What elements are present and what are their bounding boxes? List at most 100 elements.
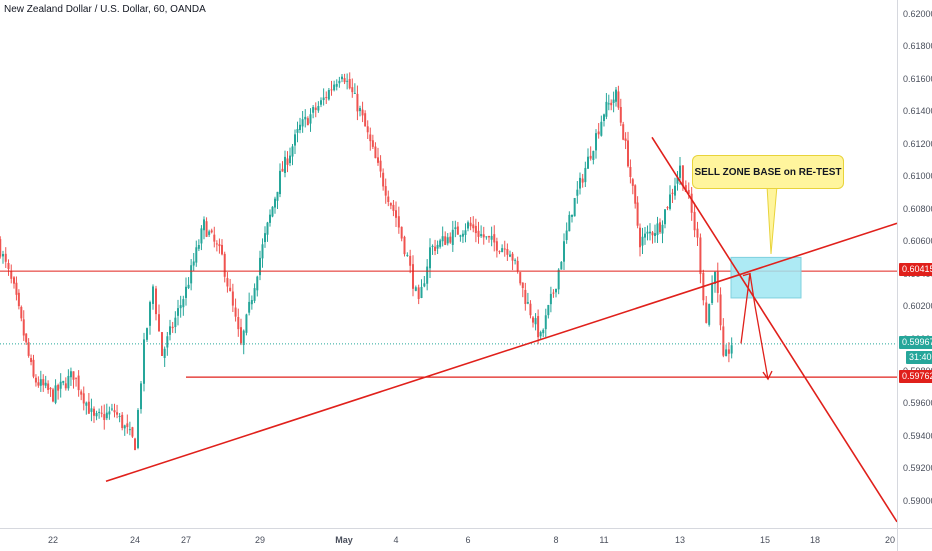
candle-body [90,408,93,412]
candle-body [366,126,369,133]
candle-body [259,257,261,276]
candle-body [131,427,134,437]
candle-body [679,165,681,178]
candle-body [456,226,459,235]
candle-body [100,412,103,414]
candle-body [565,230,568,241]
candle-body [382,172,385,187]
candle-body [242,330,245,345]
candle-body [210,230,213,233]
candle-body [454,227,457,229]
price-chart[interactable] [0,0,897,528]
candle-body [179,305,182,309]
candle-body [705,302,708,323]
candle-body [289,155,291,164]
candle-body [20,306,23,319]
candle-body [464,230,467,235]
candle-body [547,304,550,316]
resistance-trendline[interactable] [651,136,897,523]
candle-body [389,203,392,206]
candle-body [203,219,205,231]
sell-zone-rect[interactable] [730,256,802,299]
candle-body [314,107,317,110]
candle-body [271,206,274,217]
time-tick-label: 13 [674,535,686,545]
candle-body [108,411,111,415]
candle-body [77,375,80,391]
candle-body [166,336,169,348]
candle-body [649,231,651,234]
candle-body [722,326,725,356]
candle-body [449,236,452,243]
sell-zone-callout[interactable]: SELL ZONE BASE on RE-TEST [692,155,844,189]
candle-body [644,233,646,238]
candle-body [218,244,221,247]
candle-series [0,72,733,451]
candle-body [434,246,437,251]
candle-body [118,415,121,417]
chart-pane[interactable]: New Zealand Dollar / U.S. Dollar, 60, OA… [0,0,897,528]
candle-body [571,214,573,217]
support-trendline[interactable] [105,222,897,483]
candle-body [190,265,193,284]
candle-body [631,179,634,186]
candle-body [579,177,581,189]
candle-body [281,168,284,172]
candle-body [82,393,85,404]
candle-body [197,244,200,249]
candle-body [619,106,622,123]
candle-body [301,119,304,127]
candle-body [105,412,108,419]
candle-body [369,134,372,142]
candle-body [34,377,37,383]
projection-path[interactable] [740,273,769,380]
time-axis[interactable]: 22 24 27 29 May 4 6 8 11 13 15 18 20 [0,528,897,551]
candle-body [13,277,15,284]
candle-body [441,236,444,242]
candle-body [284,156,286,174]
candle-body [563,241,565,262]
candle-body [294,134,296,146]
candle-body [552,292,555,294]
candle-body [451,229,454,245]
candle-body [351,87,354,93]
candle-body [581,178,584,183]
candle-body [641,236,644,246]
candle-body [17,292,20,307]
candle-body [320,100,322,105]
candle-body [587,156,589,169]
candle-body [361,109,364,116]
candle-body [25,333,28,343]
candle-body [727,349,730,354]
candle-body [44,382,47,386]
candle-body [4,253,7,262]
candle-body [661,224,664,234]
candle-body [488,236,490,238]
candle-body [42,379,45,386]
candle-body [69,371,72,378]
candle-body [269,214,271,223]
candle-body [436,244,439,249]
candle-body [654,233,656,236]
candle-body [213,234,216,242]
candle-body [669,194,671,209]
candle-body [2,254,4,257]
candle-body [312,107,315,113]
candle-body [597,131,600,135]
candle-body [341,76,343,80]
candle-body [253,288,256,301]
time-tick-label: 27 [180,535,192,545]
candle-body [423,283,426,287]
candle-body [250,300,253,305]
candle-body [158,314,160,332]
candle-body [149,302,151,326]
candle-body [47,383,50,390]
candle-body [542,329,545,334]
candle-body [392,204,395,211]
time-tick-label: 6 [465,535,471,545]
